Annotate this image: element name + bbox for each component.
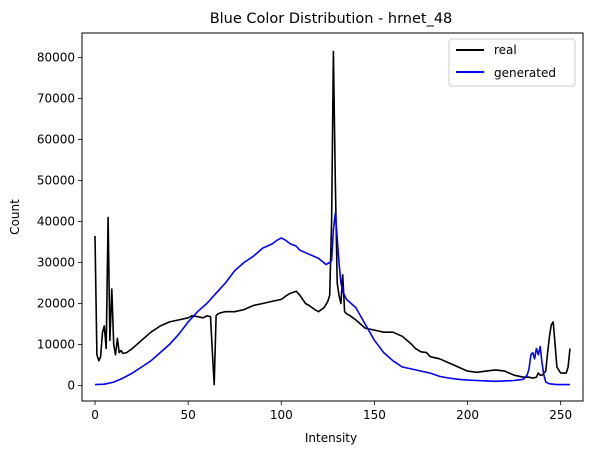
x-tick-label: 100 [270,408,293,422]
legend-label-generated: generated [494,66,556,80]
x-tick-label: 150 [363,408,386,422]
chart-title: Blue Color Distribution - hrnet_48 [210,11,453,27]
series-line-generated [94,212,570,386]
x-tick-label: 200 [456,408,479,422]
y-tick-label: 60000 [37,133,75,147]
y-tick-label: 30000 [37,255,75,269]
plot-frame [81,32,584,402]
series-layer [94,50,571,386]
y-tick-label: 0 [67,378,75,392]
y-tick-label: 10000 [37,337,75,351]
y-tick-label: 80000 [37,51,75,65]
y-tick-label: 50000 [37,174,75,188]
x-axis: 0 50 100 150 200 250 [91,401,572,422]
x-axis-label: Intensity [305,431,357,445]
y-tick-label: 40000 [37,215,75,229]
y-axis: 0 10000 20000 30000 40000 50000 60000 70000 8000… [37,51,82,392]
legend-label-real: real [494,43,517,57]
y-tick-label: 20000 [37,296,75,310]
series-line-real [94,50,571,386]
x-tick-label: 250 [549,408,572,422]
y-axis-label: Count [8,199,22,235]
x-tick-label: 0 [91,408,99,422]
y-tick-label: 70000 [37,92,75,106]
x-tick-label: 50 [181,408,196,422]
legend: real generated [448,38,576,87]
plot-area: 0 50 100 150 200 250 0 10000 20000 30000 40000 500… [37,32,584,422]
